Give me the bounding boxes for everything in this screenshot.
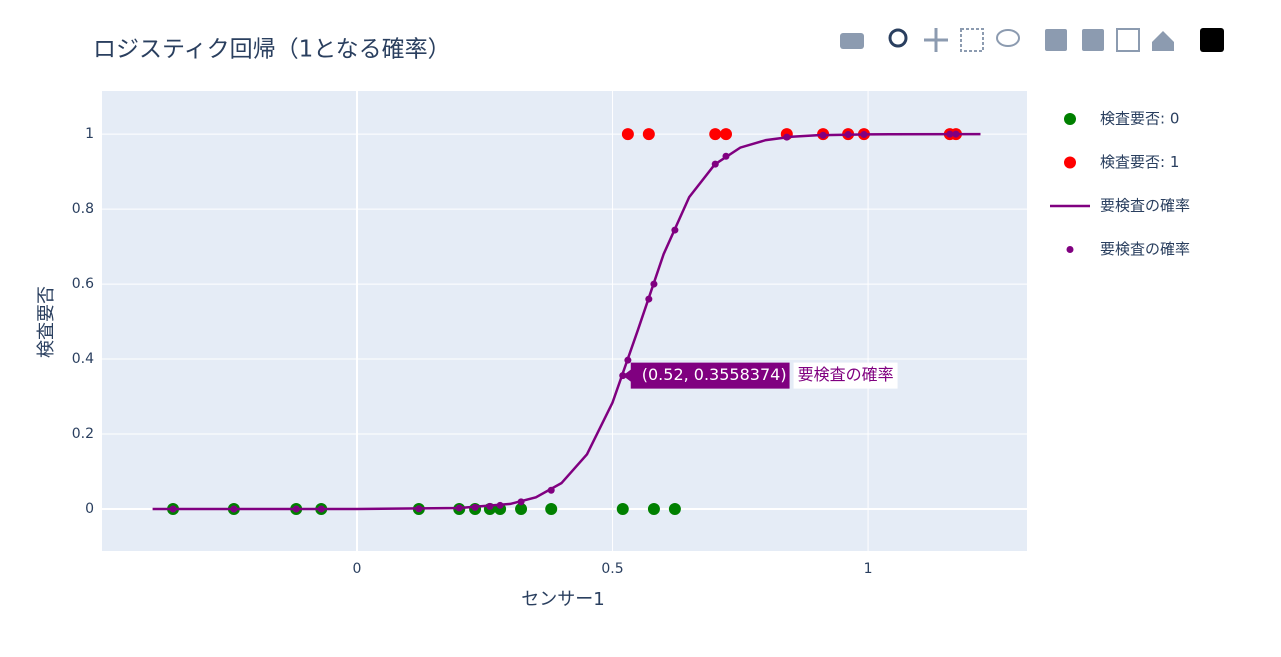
x-axis-title: センサー1 [521,589,604,610]
x-tick-label: 1 [864,561,873,577]
hover-value: (0.52, 0.3558374) [642,365,787,384]
point [819,131,827,139]
point [844,130,852,138]
y-tick-label: 0.6 [72,276,94,292]
hover-name: 要検査の確率 [798,365,894,384]
legend-label: 検査要否: 1 [1100,153,1179,171]
camera-icon[interactable] [840,33,864,49]
y-tick-label: 1 [85,126,94,142]
legend-label: 要検査の確率 [1100,240,1190,258]
chart-title: ロジスティク回帰（1となる確率） [93,37,451,63]
point [647,503,660,516]
point [471,503,479,511]
marks [152,128,981,516]
legend-label: 検査要否: 0 [1100,110,1179,128]
point [517,498,525,506]
plot-area [102,91,1027,551]
point [455,504,463,512]
y-tick-label: 0.8 [72,201,94,217]
lasso-icon[interactable] [996,29,1020,47]
point [946,130,954,138]
zoom-in-icon[interactable] [1045,29,1067,51]
point [668,503,681,516]
point [722,152,730,160]
point [486,502,494,510]
y-axis-title: 検査要否 [36,286,57,358]
hover-name-bg [793,362,898,389]
point [783,133,791,141]
point [169,505,177,513]
point [545,503,558,516]
point [317,505,325,513]
point [621,128,634,141]
point [645,295,653,303]
point [709,128,722,141]
point [719,128,732,141]
legend-label: 要検査の確率 [1100,197,1190,215]
point [496,501,504,509]
hover-label: (0.52, 0.3558374) 要検査の確率 [622,362,898,389]
point [671,226,679,234]
hover-box [622,362,790,389]
x-tick-label: 0 [353,561,362,577]
x-tick-label: 0.5 [601,561,623,577]
point [230,505,238,513]
y-tick-label: 0 [85,501,94,517]
y-tick-label: 0.4 [72,351,94,367]
y-tick-label: 0.2 [72,426,94,442]
legend-swatch [1064,156,1076,169]
point [642,128,655,141]
zoom-out-icon[interactable] [1082,29,1104,51]
point [515,503,528,516]
toolbar [840,28,1224,52]
zoom-icon[interactable] [888,28,908,48]
point [292,505,300,513]
point [650,280,658,288]
home-icon[interactable] [1152,31,1174,51]
legend-swatch [1064,113,1076,125]
autoscale-icon[interactable] [1116,28,1140,52]
point [415,505,423,513]
plotly-logo[interactable] [1200,28,1224,52]
point [711,160,719,168]
box-select-icon[interactable] [960,28,984,52]
point [624,356,632,364]
point [616,503,629,516]
legend-swatch [1066,246,1074,253]
point [547,486,555,494]
pan-icon[interactable] [924,28,948,52]
point [952,130,960,138]
point [860,130,868,138]
